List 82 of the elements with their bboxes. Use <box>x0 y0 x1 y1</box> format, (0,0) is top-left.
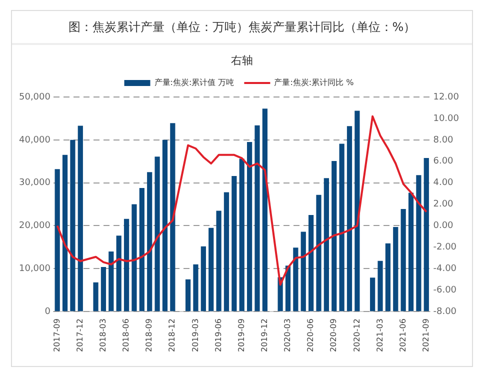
bar <box>93 282 98 312</box>
bar <box>216 210 222 312</box>
bar <box>416 175 422 312</box>
y-tick-label: 30,000 <box>18 178 51 188</box>
bar <box>285 266 291 312</box>
bar <box>293 248 298 312</box>
bar <box>339 144 344 312</box>
bar <box>208 228 214 312</box>
y2-tick-label: -6.00 <box>433 285 457 296</box>
y-tick-label: 20,000 <box>18 221 51 232</box>
x-tick-label: 2019-12 <box>260 318 270 352</box>
bar <box>170 123 176 312</box>
x-tick-label: 2021-03 <box>375 318 384 352</box>
chart-title: 图：焦炭累计产量（单位：万吨）焦炭产量累计同比（单位：%） <box>12 11 472 45</box>
bar <box>370 278 376 312</box>
x-tick-label: 2018-06 <box>122 318 131 352</box>
x-tick-label: 2017-12 <box>75 318 84 352</box>
bar <box>262 108 268 312</box>
bar <box>385 243 391 312</box>
x-tick-label: 2018-09 <box>144 318 154 352</box>
bar <box>393 227 398 312</box>
x-tick-label: 2018-03 <box>98 318 108 352</box>
y-tick-label: 50,000 <box>18 92 51 102</box>
y2-tick-label: 4.00 <box>433 178 454 188</box>
bar <box>400 209 406 312</box>
y2-tick-label: 10.00 <box>433 114 460 124</box>
y2-tick-label: 0.00 <box>433 221 454 232</box>
bar <box>254 125 260 312</box>
bar <box>162 140 168 312</box>
bar <box>200 246 206 312</box>
bar <box>185 279 191 312</box>
bar <box>324 178 329 312</box>
x-tick-label: 2021-06 <box>398 318 408 352</box>
y2-tick-label: 8.00 <box>433 135 454 146</box>
bar <box>232 176 237 312</box>
y2-tick-label: -4.00 <box>433 264 457 274</box>
x-tick-label: 2020-12 <box>352 318 362 352</box>
bar <box>193 264 198 312</box>
y2-tick-label: 2.00 <box>433 200 454 210</box>
x-tick-label: 2021-09 <box>421 318 430 352</box>
y-tick-label: 0 <box>44 306 51 317</box>
bar <box>332 160 337 312</box>
bar <box>139 188 144 312</box>
bar <box>108 251 114 312</box>
bar <box>408 192 414 312</box>
x-tick-label: 2019-06 <box>214 318 223 352</box>
bar <box>308 215 314 312</box>
bar <box>424 158 429 312</box>
bar <box>116 236 122 312</box>
x-tick-label: 2020-06 <box>306 318 316 352</box>
bar <box>239 158 244 312</box>
bar <box>147 172 152 312</box>
bar <box>70 140 76 312</box>
x-tick-label: 2018-12 <box>168 318 177 352</box>
bar <box>100 266 106 312</box>
bar <box>346 126 352 312</box>
y-tick-label: 10,000 <box>18 264 51 274</box>
legend-label: 产量:焦炭:累计值 万吨 <box>154 78 234 88</box>
bar <box>78 126 83 312</box>
y-tick-label: 40,000 <box>18 135 51 146</box>
x-tick-label: 2019-03 <box>190 318 200 352</box>
bar <box>246 142 252 312</box>
bar <box>300 232 306 312</box>
bar <box>224 192 230 312</box>
x-tick-label: 2020-03 <box>283 318 292 352</box>
bar <box>132 204 137 312</box>
bar <box>62 154 68 312</box>
bar <box>378 260 383 312</box>
y2-tick-label: -8.00 <box>433 306 457 317</box>
legend-label: 产量:焦炭:累计同比 % <box>274 78 354 88</box>
y2-tick-label: 6.00 <box>433 156 454 167</box>
bar <box>354 110 360 312</box>
bar <box>124 218 130 312</box>
bar <box>54 169 60 312</box>
bar <box>154 156 160 312</box>
bar <box>316 194 322 312</box>
chart-subtitle: 右轴 <box>230 53 254 69</box>
y2-tick-label: 12.00 <box>433 92 460 102</box>
x-tick-label: 2017-09 <box>52 318 62 352</box>
y2-tick-label: -2.00 <box>433 242 457 253</box>
x-tick-label: 2020-09 <box>329 318 338 352</box>
x-tick-label: 2019-09 <box>236 318 246 352</box>
